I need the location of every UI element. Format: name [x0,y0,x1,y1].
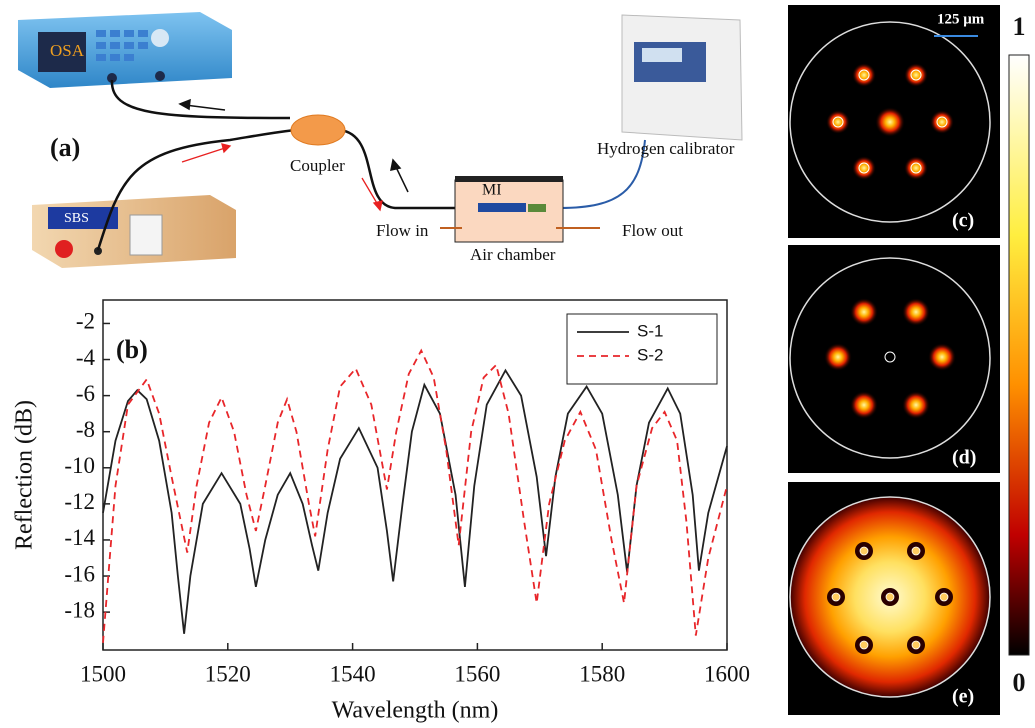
panel-label: (b) [116,335,148,364]
legend-label: S-2 [637,345,663,364]
series-line [103,351,727,643]
y-tick-label: -10 [64,453,95,478]
chamber-lid [455,176,563,182]
y-axis-label: Reflection (dB) [12,400,38,550]
series-line [103,370,727,633]
chamber-label: Air chamber [470,245,556,264]
legend-label: S-1 [637,321,663,340]
panel-label: (a) [50,133,80,162]
colorbar-tick-label: 0 [1013,668,1026,697]
y-tick-label: -12 [64,489,95,514]
calibrator-label: Hydrogen calibrator [597,139,735,158]
y-tick-label: -16 [64,561,95,586]
flow-out-label: Flow out [622,221,683,240]
mi-label: MI [482,182,502,199]
reference [528,204,546,212]
x-tick-label: 1540 [330,661,376,686]
sbs-label: SBS [64,211,89,226]
line-chart: (b) Wavelength (nm) Reflection (dB) 1500… [12,300,751,724]
colorbar [1009,55,1029,655]
calibrator-display [642,48,682,62]
y-tick-label: -2 [76,309,95,334]
coupler-label: Coupler [290,156,345,175]
sbs-button [55,240,73,258]
x-axis-label: Wavelength (nm) [332,698,499,724]
x-tick-label: 1560 [454,661,500,686]
y-tick-label: -6 [76,381,95,406]
osa-port [155,71,165,81]
osa-knob [151,29,169,47]
osa-label: OSA [50,41,85,60]
y-tick-label: -8 [76,417,95,442]
y-tick-label: -14 [64,525,95,550]
mode-panels: 125 μm (c) (d) (e) [788,5,1029,715]
page: {"diagram": {"panel_label": "(a)", "osa"… [0,0,1035,728]
figure: OSA SBS Coupler MI Flow in Flow out Air … [0,0,1035,728]
mi-sensor [478,203,526,212]
panel-label: (c) [952,210,974,232]
coupler [291,115,345,145]
x-tick-label: 1520 [205,661,251,686]
mode-panel [788,245,1000,473]
arrows-black [180,100,408,192]
y-tick-label: -4 [76,345,96,370]
setup-diagram: OSA SBS Coupler MI Flow in Flow out Air … [18,12,742,268]
panel-label: (d) [952,447,976,469]
sbs-socket [130,215,162,255]
colorbar-tick-label: 1 [1013,12,1026,41]
x-tick-label: 1500 [80,661,126,686]
x-tick-label: 1580 [579,661,625,686]
panel-label: (e) [952,686,974,708]
flow-in-label: Flow in [376,221,429,240]
scale-bar-label: 125 μm [937,11,985,27]
y-tick-label: -18 [64,597,95,622]
x-tick-label: 1600 [704,661,750,686]
